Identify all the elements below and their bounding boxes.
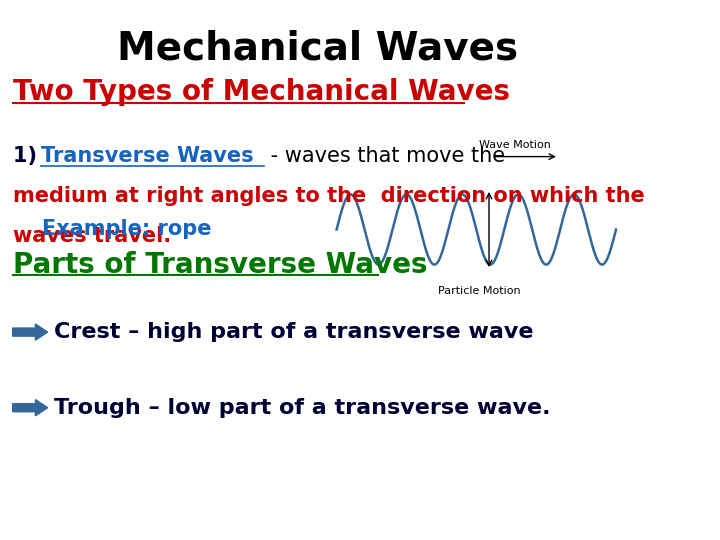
Text: Two Types of Mechanical Waves: Two Types of Mechanical Waves xyxy=(13,78,510,106)
Text: Transverse Waves: Transverse Waves xyxy=(41,146,254,166)
Text: - waves that move the: - waves that move the xyxy=(264,146,505,166)
Text: Crest – high part of a transverse wave: Crest – high part of a transverse wave xyxy=(54,322,534,342)
Text: Trough – low part of a transverse wave.: Trough – low part of a transverse wave. xyxy=(54,397,551,418)
Text: Particle Motion: Particle Motion xyxy=(438,286,521,296)
Text: waves travel.: waves travel. xyxy=(13,226,171,246)
Text: Example: rope: Example: rope xyxy=(13,219,211,239)
Text: 1): 1) xyxy=(13,146,44,166)
Text: Parts of Transverse Waves: Parts of Transverse Waves xyxy=(13,251,427,279)
Polygon shape xyxy=(13,400,48,416)
Text: Wave Motion: Wave Motion xyxy=(480,140,552,150)
Polygon shape xyxy=(13,324,48,340)
Text: medium at right angles to the  direction on which the: medium at right angles to the direction … xyxy=(13,186,644,206)
Text: Mechanical Waves: Mechanical Waves xyxy=(117,30,518,68)
